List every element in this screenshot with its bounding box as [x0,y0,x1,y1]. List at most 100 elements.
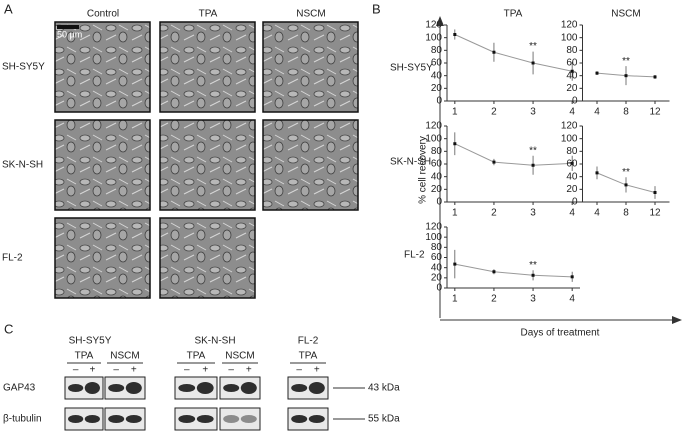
band [223,415,240,423]
y-tick-label: 20 [566,83,578,94]
band [291,384,308,392]
y-tick-label: 120 [561,20,578,31]
data-line [454,34,573,72]
y-tick-label: 60 [431,58,443,69]
band [223,384,240,392]
y-tick-label: 0 [572,197,578,208]
x-tick-label: 4 [569,107,575,118]
scale-bar [57,25,79,29]
arrow-head [672,316,682,324]
y-tick-label: 80 [566,45,578,56]
blot [64,407,104,431]
band [84,415,100,423]
treatment-label: NSCM [110,351,139,362]
band [240,415,257,423]
band [84,382,100,394]
sign: – [73,365,79,376]
y-tick-label: 120 [425,222,442,233]
x-tick-label: 3 [530,294,536,305]
blot [219,407,261,431]
row-label: SK-N-SH [2,160,43,171]
micrograph [54,217,151,299]
significance: ** [622,167,630,178]
x-tick-label: 4 [569,294,575,305]
y-axis-label: % cell recovery [418,136,429,204]
x-tick-label: 2 [491,294,497,305]
x-tick-label: 3 [530,107,536,118]
sign: + [89,365,95,376]
band [125,415,142,423]
micrograph [262,21,359,113]
y-tick-label: 40 [431,70,443,81]
size-label: 55 kDa [368,414,400,425]
band [178,415,196,423]
y-tick-label: 60 [431,252,443,263]
x-tick-label: 8 [623,107,629,118]
band [240,382,257,394]
blot [174,407,218,431]
row-label: SH-SY5Y [390,63,433,74]
y-tick-label: 0 [436,197,442,208]
y-tick-label: 60 [566,159,578,170]
row-label: FL-2 [2,253,23,264]
x-tick-label: 3 [530,208,536,219]
sign: + [246,365,252,376]
data-point [453,262,457,266]
treatment-label: TPA [187,351,206,362]
protein-label: GAP43 [3,383,36,394]
y-tick-label: 0 [572,96,578,107]
panel-label: C [4,321,13,336]
column-title: TPA [504,9,523,20]
data-point [531,273,535,277]
protein-label: β-tubulin [3,414,42,425]
y-tick-label: 0 [436,283,442,294]
x-tick-label: 4 [594,208,600,219]
micrograph [54,119,151,211]
data-point [570,69,574,73]
y-tick-label: 120 [425,20,442,31]
y-tick-label: 120 [561,121,578,132]
blot [287,407,329,431]
x-tick-label: 1 [452,107,458,118]
data-point [653,191,657,194]
column-label: NSCM [296,9,325,20]
size-label: 43 kDa [368,383,400,394]
panel-label: B [372,1,381,16]
x-tick-label: 4 [569,208,575,219]
x-tick-label: 1 [452,294,458,305]
y-tick-label: 60 [566,58,578,69]
y-tick-label: 80 [431,45,443,56]
band [308,382,325,394]
column-label: Control [87,9,119,20]
scale-bar-label: 50 µm [57,29,82,39]
data-point [595,171,599,175]
row-label: FL-2 [404,250,425,261]
y-tick-label: 20 [431,184,443,195]
x-tick-label: 8 [623,208,629,219]
significance: ** [529,145,537,156]
y-tick-label: 120 [425,121,442,132]
blot-group: SH-SY5Y [69,336,112,347]
y-tick-label: 100 [425,232,442,243]
band [125,382,142,394]
data-point [492,160,496,164]
y-tick-label: 20 [431,83,443,94]
data-line [454,143,573,166]
data-point [595,71,599,75]
y-tick-label: 80 [566,146,578,157]
data-point [492,270,496,274]
treatment-label: TPA [299,351,318,362]
y-tick-label: 20 [566,184,578,195]
x-tick-label: 12 [649,107,661,118]
y-tick-label: 0 [436,96,442,107]
data-point [570,275,574,279]
sign: – [113,365,119,376]
significance: ** [529,260,537,271]
x-axis-label: Days of treatment [521,328,600,339]
sign: + [314,365,320,376]
data-point [531,163,535,167]
sign: + [131,365,137,376]
column-title: NSCM [611,9,640,20]
blot [104,407,146,431]
